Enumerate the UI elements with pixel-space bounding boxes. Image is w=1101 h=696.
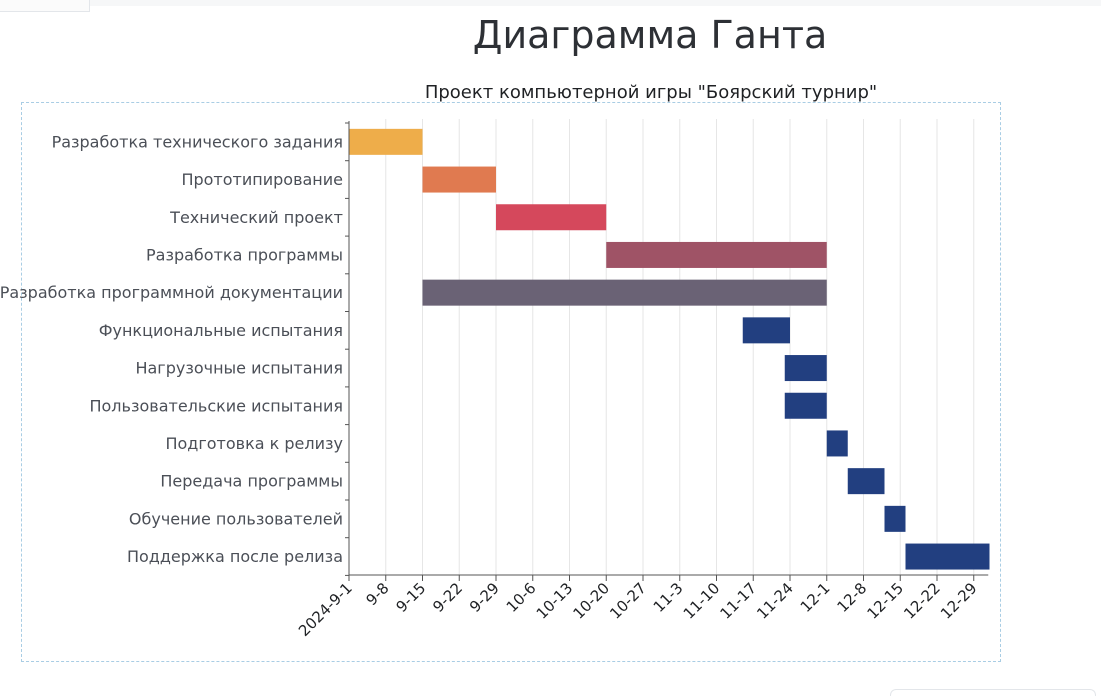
x-tick-label: 11-24 [753,579,797,623]
gantt-bar[interactable]: Передача программы [847,468,885,495]
label-layer: 2024-9-1 9-8 9-15 9-22 9-29 10-610-1310-2010-… [0,132,981,640]
x-tick-label: 2024-9-1 [295,579,356,640]
gantt-bar[interactable]: Подготовка к релизу [826,430,848,457]
task-label: Функциональные испытания [99,321,343,340]
x-tick-label: 9-29 [466,579,503,616]
axis-layer [345,121,989,581]
x-tick-label: 11-10 [680,579,724,623]
gantt-bar[interactable]: Технический проект [496,204,607,231]
x-tick-label: 9-22 [429,579,466,616]
x-tick-label: 12-1 [797,579,834,616]
x-tick-label: 12-15 [864,579,908,623]
task-label: Пользовательские испытания [89,396,343,415]
x-tick-label: 10-27 [606,579,650,623]
gantt-bar[interactable]: Разработка программной документации [422,279,827,306]
gantt-bar[interactable]: Нагрузочные испытания [784,355,827,382]
task-label: Разработка программы [146,245,343,264]
x-tick-label: 10-13 [533,579,577,623]
grid-layer [385,119,975,575]
gantt-bar[interactable]: Разработка программы [606,241,827,268]
task-label: Прототипирование [181,170,343,189]
gantt-bar[interactable]: Прототипирование [422,166,497,193]
gantt-bar[interactable]: Функциональные испытания [742,317,790,344]
task-label: Подготовка к релизу [165,434,343,453]
task-label: Технический проект [169,208,343,227]
chart-subtitle: Проект компьютерной игры "Боярский турни… [425,82,877,103]
chart-frame [21,102,1001,662]
task-label: Передача программы [160,472,343,491]
task-label: Обучение пользователей [129,509,343,528]
x-tick-label: 12-22 [900,579,944,623]
x-tick-label: 10-20 [570,579,614,623]
task-label: Разработка программной документации [0,283,343,302]
task-label: Нагрузочные испытания [135,359,343,378]
x-tick-label: 11-17 [717,579,761,623]
top-tab[interactable] [0,0,90,12]
bar-layer: Разработка технического задания Прототипи… [349,128,990,570]
x-tick-label: 9-15 [393,579,430,616]
gantt-bar[interactable]: Пользовательские испытания [784,392,827,419]
top-strip [0,0,1101,6]
x-tick-label: 12-29 [937,579,981,623]
task-label: Поддержка после релиза [127,547,343,566]
gantt-bar[interactable]: Поддержка после релиза [905,543,990,570]
page-title: Диаграмма Ганта [472,13,828,57]
gantt-bar[interactable]: Обучение пользователей [884,505,906,532]
gantt-bar[interactable]: Разработка технического задания [349,128,423,155]
task-label: Разработка технического задания [52,132,343,151]
bottom-tab[interactable] [890,689,1096,696]
x-tick-label: 9-8 [363,579,393,609]
